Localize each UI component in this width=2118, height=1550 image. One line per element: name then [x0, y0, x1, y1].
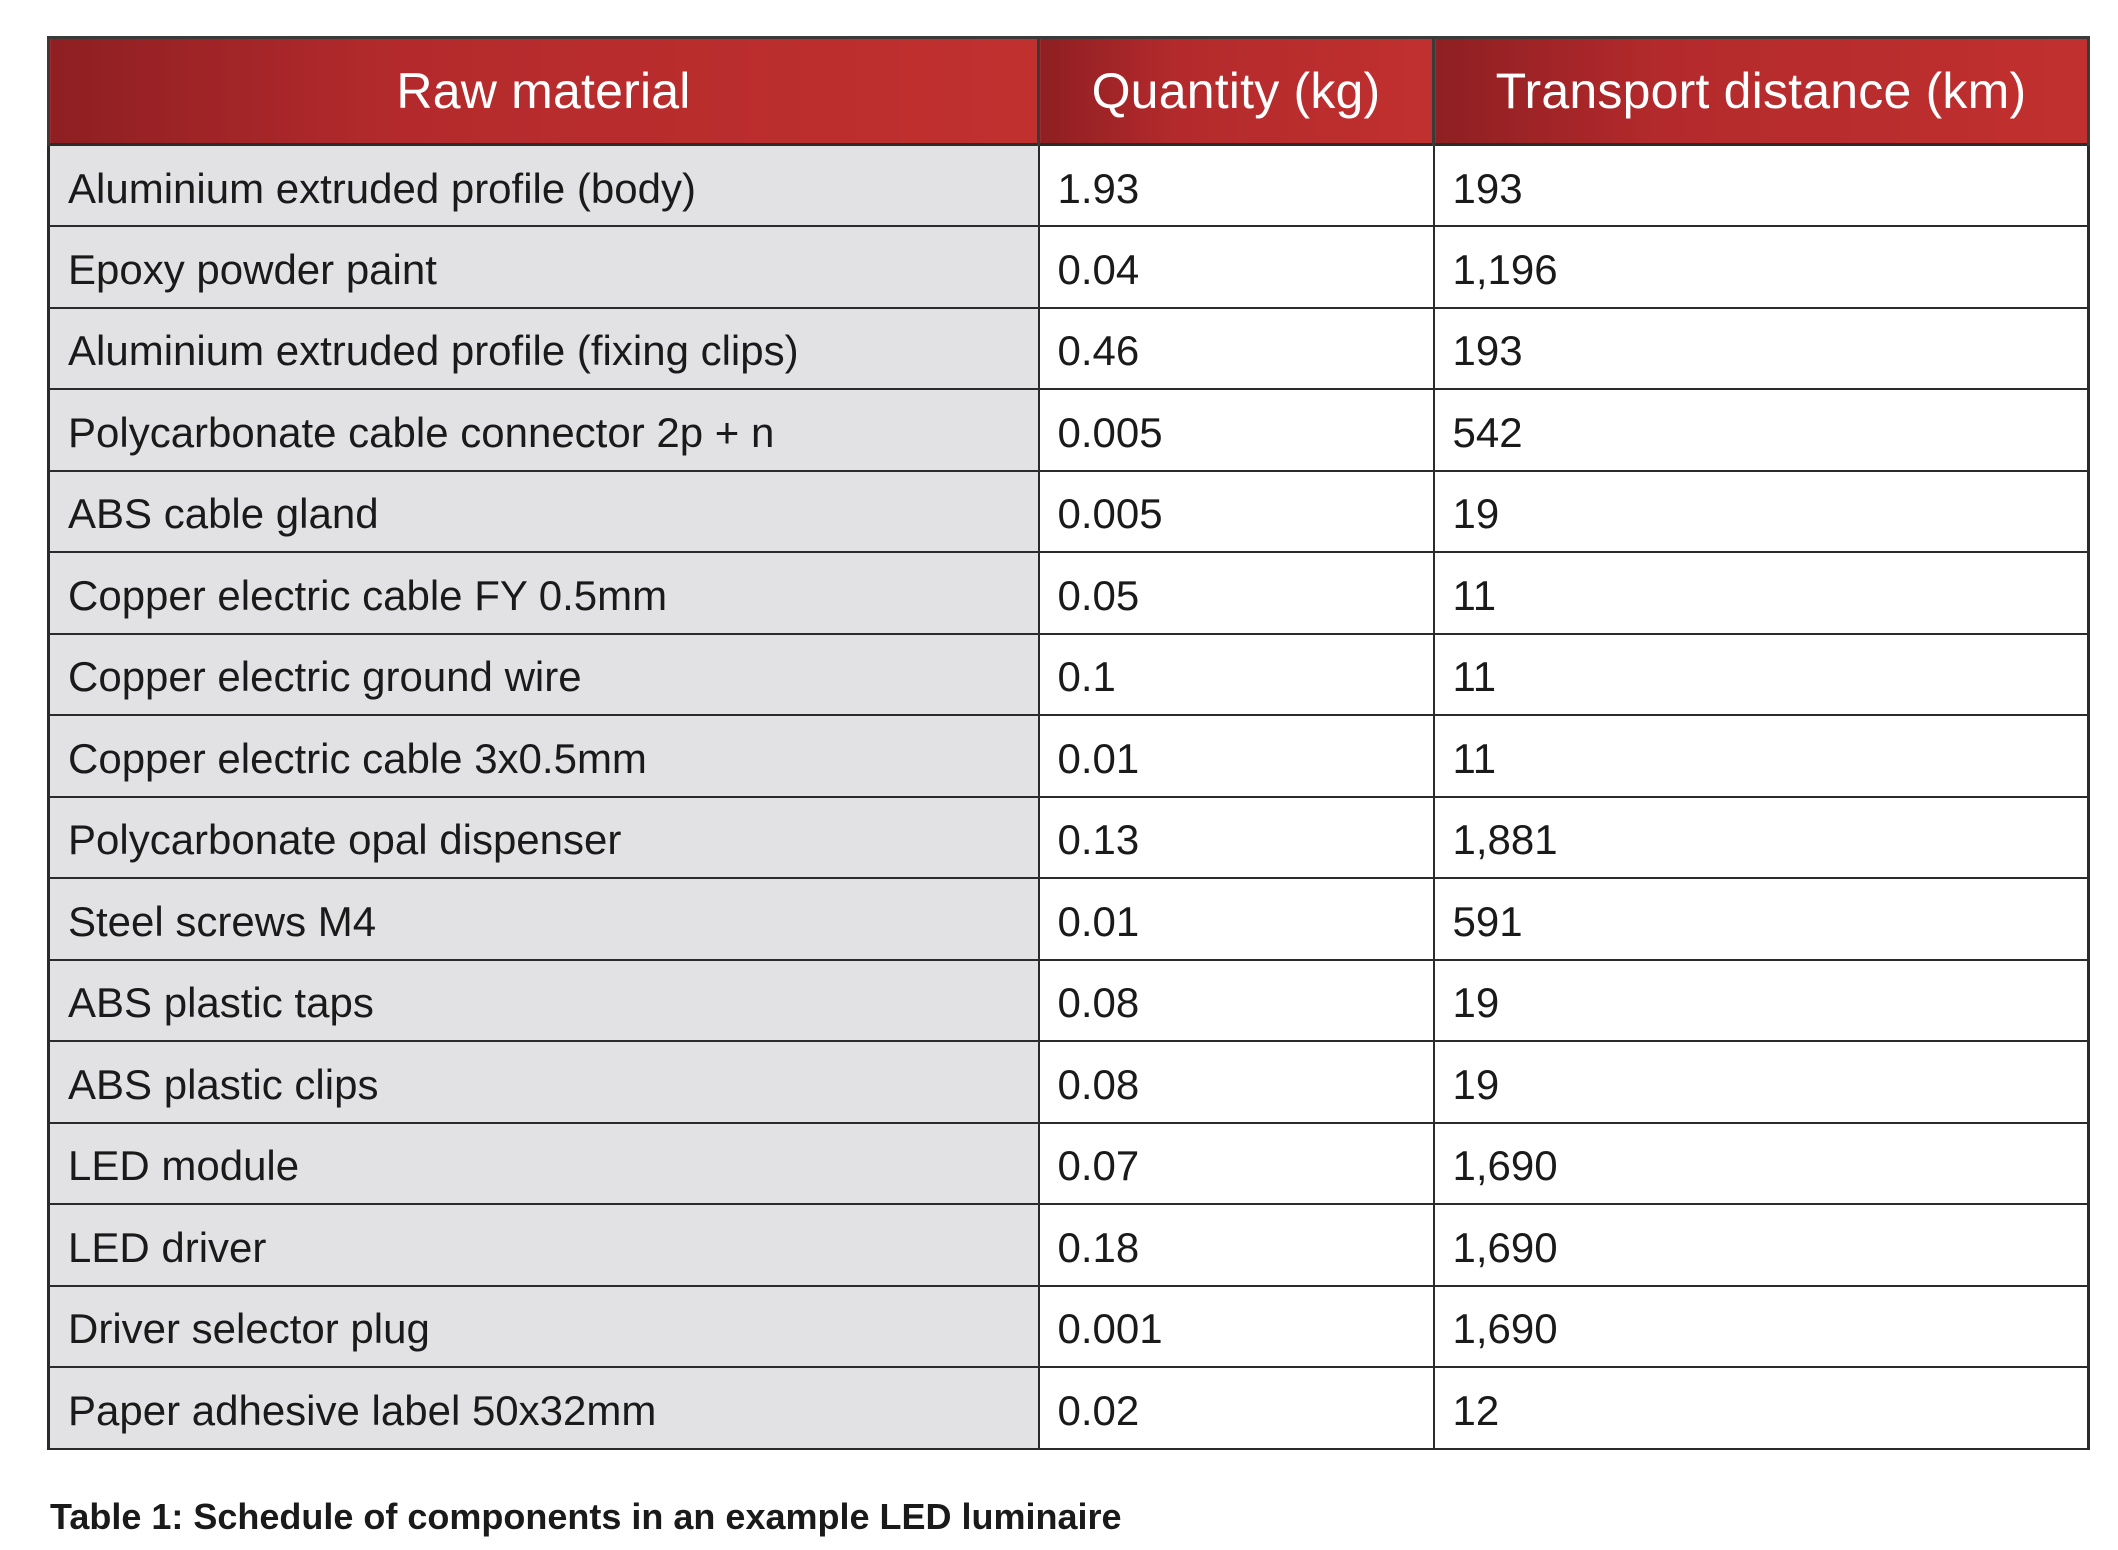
table-row: Paper adhesive label 50x32mm 0.02 12 — [47, 1366, 2090, 1450]
cell-quantity: 0.005 — [1037, 469, 1435, 553]
cell-raw-material: ABS plastic taps — [47, 958, 1040, 1042]
cell-raw-material: Driver selector plug — [47, 1284, 1040, 1368]
cell-raw-material: Epoxy powder paint — [47, 225, 1040, 309]
cell-quantity: 0.18 — [1037, 1203, 1435, 1287]
cell-raw-material: ABS plastic clips — [47, 1040, 1040, 1124]
table-row: Aluminium extruded profile (fixing clips… — [47, 306, 2090, 390]
table-body: Aluminium extruded profile (body) 1.93 1… — [47, 143, 2090, 1450]
table-row: Driver selector plug 0.001 1,690 — [47, 1284, 2090, 1368]
table-row: Polycarbonate cable connector 2p + n 0.0… — [47, 388, 2090, 472]
header-row: Raw material Quantity (kg) Transport dis… — [47, 36, 2090, 145]
cell-quantity: 0.02 — [1037, 1366, 1435, 1450]
table-row: LED module 0.07 1,690 — [47, 1121, 2090, 1205]
table-row: ABS plastic clips 0.08 19 — [47, 1040, 2090, 1124]
table-caption: Table 1: Schedule of components in an ex… — [50, 1496, 1122, 1537]
cell-quantity: 0.1 — [1037, 632, 1435, 716]
cell-raw-material: Steel screws M4 — [47, 877, 1040, 961]
table-row: Copper electric cable 3x0.5mm 0.01 11 — [47, 714, 2090, 798]
table-header: Raw material Quantity (kg) Transport dis… — [47, 36, 2090, 145]
header-quantity: Quantity (kg) — [1037, 36, 1435, 145]
cell-transport-distance: 11 — [1432, 551, 2090, 635]
table-row: Copper electric ground wire 0.1 11 — [47, 632, 2090, 716]
cell-quantity: 0.08 — [1037, 1040, 1435, 1124]
table-row: Polycarbonate opal dispenser 0.13 1,881 — [47, 795, 2090, 879]
table-row: ABS plastic taps 0.08 19 — [47, 958, 2090, 1042]
cell-transport-distance: 1,881 — [1432, 795, 2090, 879]
cell-transport-distance: 1,690 — [1432, 1203, 2090, 1287]
cell-transport-distance: 193 — [1432, 306, 2090, 390]
cell-quantity: 0.01 — [1037, 877, 1435, 961]
cell-quantity: 0.005 — [1037, 388, 1435, 472]
table-row: Steel screws M4 0.01 591 — [47, 877, 2090, 961]
cell-quantity: 0.01 — [1037, 714, 1435, 798]
cell-transport-distance: 591 — [1432, 877, 2090, 961]
cell-quantity: 0.46 — [1037, 306, 1435, 390]
cell-raw-material: Copper electric ground wire — [47, 632, 1040, 716]
components-table: Raw material Quantity (kg) Transport dis… — [47, 36, 2090, 1450]
cell-transport-distance: 11 — [1432, 714, 2090, 798]
table-row: ABS cable gland 0.005 19 — [47, 469, 2090, 553]
cell-transport-distance: 19 — [1432, 469, 2090, 553]
header-raw-material: Raw material — [47, 36, 1040, 145]
cell-transport-distance: 12 — [1432, 1366, 2090, 1450]
header-transport-distance: Transport distance (km) — [1432, 36, 2090, 145]
cell-quantity: 0.08 — [1037, 958, 1435, 1042]
cell-transport-distance: 1,196 — [1432, 225, 2090, 309]
cell-transport-distance: 19 — [1432, 1040, 2090, 1124]
table-row: Aluminium extruded profile (body) 1.93 1… — [47, 143, 2090, 227]
cell-quantity: 1.93 — [1037, 143, 1435, 227]
table-row: Epoxy powder paint 0.04 1,196 — [47, 225, 2090, 309]
cell-transport-distance: 1,690 — [1432, 1121, 2090, 1205]
cell-quantity: 0.001 — [1037, 1284, 1435, 1368]
table-row: LED driver 0.18 1,690 — [47, 1203, 2090, 1287]
cell-quantity: 0.05 — [1037, 551, 1435, 635]
cell-quantity: 0.07 — [1037, 1121, 1435, 1205]
cell-transport-distance: 1,690 — [1432, 1284, 2090, 1368]
cell-raw-material: Polycarbonate cable connector 2p + n — [47, 388, 1040, 472]
cell-raw-material: Copper electric cable FY 0.5mm — [47, 551, 1040, 635]
cell-quantity: 0.04 — [1037, 225, 1435, 309]
cell-transport-distance: 11 — [1432, 632, 2090, 716]
cell-raw-material: ABS cable gland — [47, 469, 1040, 553]
cell-raw-material: Paper adhesive label 50x32mm — [47, 1366, 1040, 1450]
cell-raw-material: LED driver — [47, 1203, 1040, 1287]
cell-raw-material: Aluminium extruded profile (body) — [47, 143, 1040, 227]
cell-raw-material: Aluminium extruded profile (fixing clips… — [47, 306, 1040, 390]
cell-raw-material: Polycarbonate opal dispenser — [47, 795, 1040, 879]
cell-transport-distance: 19 — [1432, 958, 2090, 1042]
cell-quantity: 0.13 — [1037, 795, 1435, 879]
components-table-container: Raw material Quantity (kg) Transport dis… — [47, 36, 2090, 1450]
cell-raw-material: Copper electric cable 3x0.5mm — [47, 714, 1040, 798]
table-row: Copper electric cable FY 0.5mm 0.05 11 — [47, 551, 2090, 635]
cell-transport-distance: 193 — [1432, 143, 2090, 227]
cell-transport-distance: 542 — [1432, 388, 2090, 472]
cell-raw-material: LED module — [47, 1121, 1040, 1205]
